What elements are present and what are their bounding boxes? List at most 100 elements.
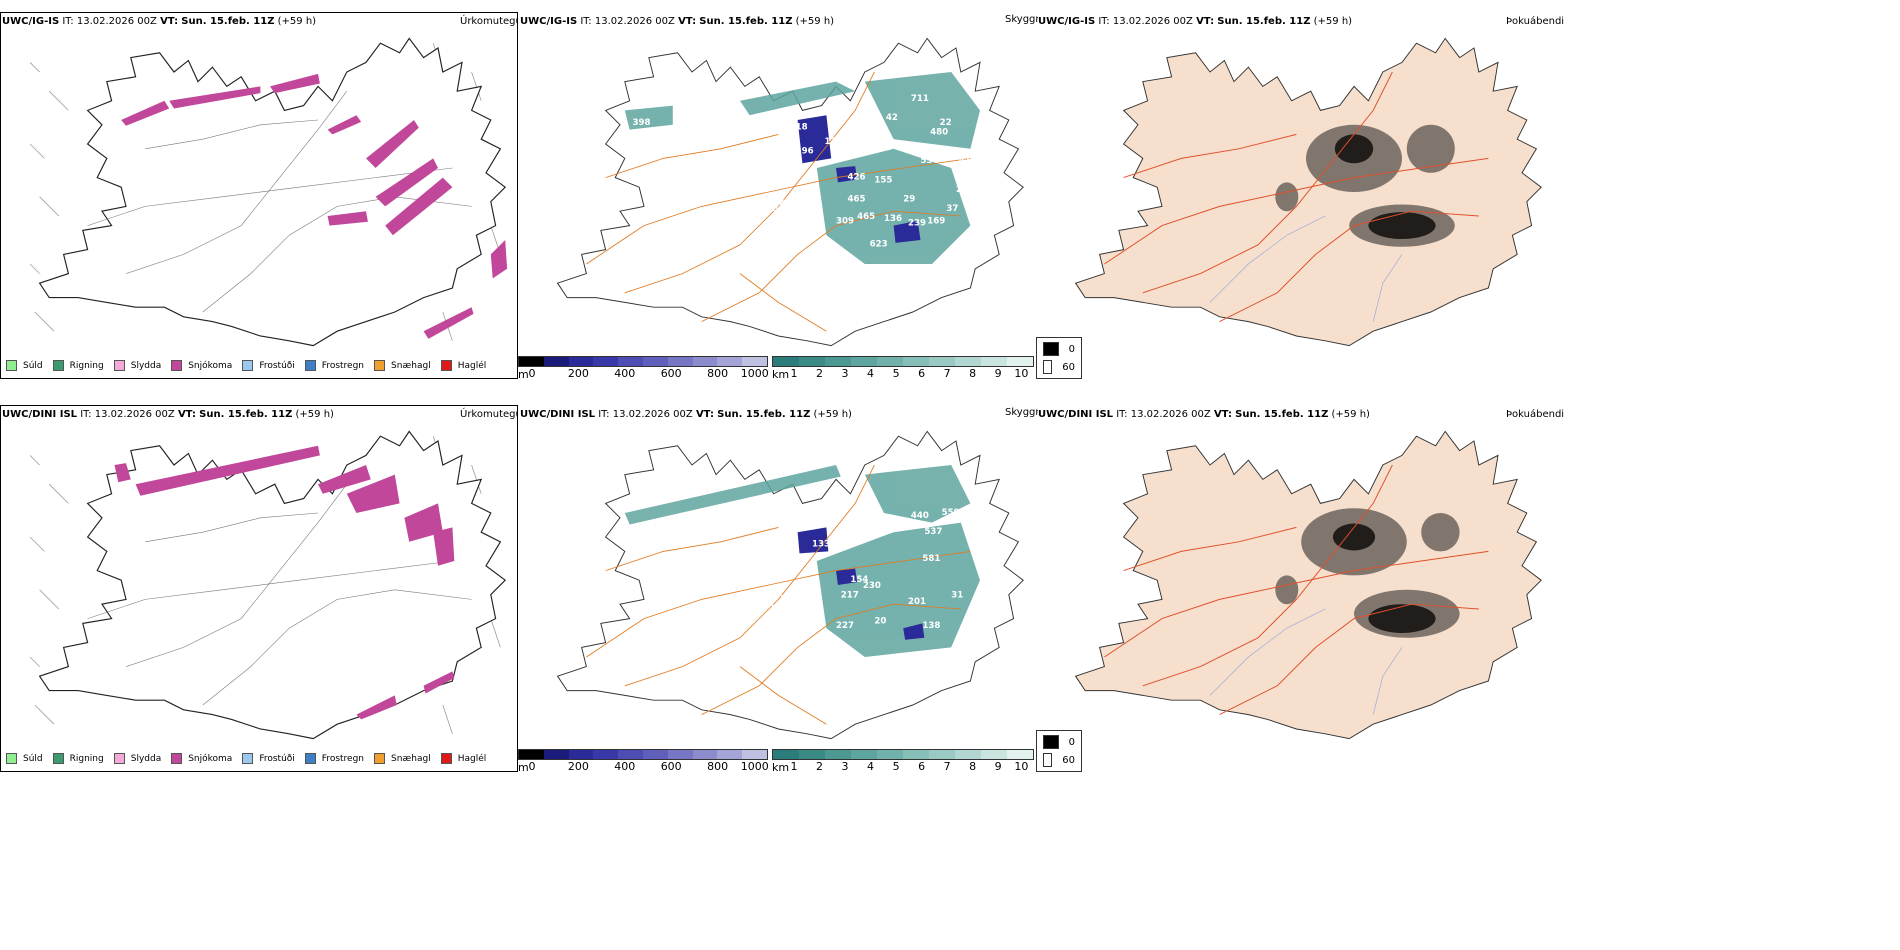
- panel-product-name: Skyggni: [1005, 14, 1038, 25]
- panel-title: UWC/IG-IS IT: 13.02.2026 00Z VT: Sun. 15…: [520, 16, 835, 27]
- panel-fog-dini: UWC/DINI ISL IT: 13.02.2026 00Z VT: Sun.…: [1036, 405, 1566, 772]
- legend-item-rigning: Rigning: [52, 753, 104, 764]
- tick-label: 400: [614, 760, 636, 772]
- colorbar-cell: [568, 750, 594, 759]
- fog-legend-swatch: [1043, 342, 1059, 356]
- colorbar-cell: [799, 750, 825, 759]
- legend-swatch: [113, 360, 125, 371]
- tick-label: 2: [816, 367, 824, 379]
- legend-item-frostregn: Frostregn: [304, 753, 364, 764]
- panel-product-name: Þokuábendi: [1506, 409, 1565, 420]
- legend-item-rigning: Rigning: [52, 360, 104, 371]
- tick-label: 8: [969, 760, 977, 772]
- panel-product-name: Skyggni: [1005, 407, 1038, 418]
- svg-text:238: 238: [767, 204, 785, 214]
- ceiling-ticks: 0 200 400 600 800 1000: [528, 760, 769, 772]
- colorbar-cell: [519, 750, 544, 759]
- tick-label: 10: [1014, 760, 1029, 772]
- panel-product-name: Úrkomutegund: [460, 16, 518, 27]
- panel-fog-igis: UWC/IG-IS IT: 13.02.2026 00Z VT: Sun. 15…: [1036, 12, 1566, 379]
- legend-swatch: [6, 360, 17, 371]
- tick-label: 8: [969, 367, 977, 379]
- svg-text:230: 230: [863, 581, 881, 591]
- colorbar-cell: [642, 357, 668, 366]
- panel-title: UWC/DINI ISL IT: 13.02.2026 00Z VT: Sun.…: [1038, 409, 1370, 420]
- legend-swatch: [6, 753, 17, 764]
- tick-label: 1000: [740, 367, 769, 379]
- svg-text:465: 465: [848, 195, 866, 205]
- tick-label: 2: [816, 760, 824, 772]
- panel-visibility-igis: UWC/IG-IS IT: 13.02.2026 00Z VT: Sun. 15…: [518, 12, 1038, 379]
- tick-label: 4: [867, 367, 875, 379]
- legend-swatch: [52, 360, 64, 371]
- colorbar-cell: [692, 357, 718, 366]
- svg-text:398: 398: [632, 118, 650, 128]
- svg-text:136: 136: [884, 214, 902, 224]
- tick-label: 7: [943, 760, 951, 772]
- legend-swatch: [440, 360, 452, 371]
- panel-precip-type-igis: UWC/IG-IS IT: 13.02.2026 00Z VT: Sun. 15…: [0, 12, 518, 379]
- colorbar-cell: [955, 357, 981, 366]
- svg-text:133: 133: [812, 540, 830, 550]
- fog-legend-swatch: [1043, 360, 1053, 374]
- visibility-unit: km: [772, 368, 790, 379]
- visibility-ticks: 1 2 3 4 5 6 7 8 9 10: [791, 760, 1029, 772]
- tick-label: 0: [528, 760, 536, 772]
- visibility-ticks: 1 2 3 4 5 6 7 8 9 10: [790, 367, 1029, 379]
- legend-swatch: [304, 360, 316, 371]
- svg-text:119: 119: [824, 137, 842, 147]
- fog-legend-row: 60: [1043, 360, 1075, 374]
- tick-label: 9: [994, 367, 1002, 379]
- panel-title: UWC/DINI ISL IT: 13.02.2026 00Z VT: Sun.…: [2, 409, 334, 420]
- svg-text:196: 196: [796, 147, 814, 157]
- tick-label: 200: [567, 760, 589, 772]
- colorbar-cell: [667, 750, 693, 759]
- colorbar-cell: [877, 357, 903, 366]
- svg-text:426: 426: [848, 173, 866, 183]
- svg-text:534: 534: [920, 156, 938, 166]
- legend-swatch: [304, 753, 316, 764]
- tick-label: 3: [841, 367, 849, 379]
- panel-title: UWC/IG-IS IT: 13.02.2026 00Z VT: Sun. 15…: [2, 16, 317, 27]
- legend-swatch: [242, 360, 254, 371]
- colorbar-cell: [593, 750, 619, 759]
- colorbar-cell: [825, 357, 851, 366]
- svg-text:414: 414: [959, 156, 977, 166]
- svg-text:22: 22: [940, 118, 952, 128]
- colorbar-cell: [981, 357, 1007, 366]
- colorbar-cell: [717, 750, 743, 759]
- tick-label: 800: [707, 367, 729, 379]
- legend-swatch: [242, 753, 254, 764]
- svg-text:480: 480: [930, 127, 948, 137]
- tick-label: 600: [660, 760, 682, 772]
- colorbar-cell: [981, 750, 1007, 759]
- svg-text:31: 31: [951, 590, 963, 600]
- panel-precip-type-dini: UWC/DINI ISL IT: 13.02.2026 00Z VT: Sun.…: [0, 405, 518, 772]
- precip-type-legend: Súld Rigning Slydda Snjókoma Frostúði Fr…: [6, 360, 496, 371]
- visibility-colorbar: km 1 2 3 4 5 6 7 8 9 10: [772, 356, 1034, 379]
- tick-label: 200: [567, 367, 589, 379]
- visibility-colorbar-boxes: [772, 356, 1034, 367]
- svg-text:201: 201: [908, 597, 926, 607]
- svg-text:169: 169: [927, 217, 945, 227]
- ceiling-colorbar: m 0 200 400 600 800 1000: [518, 749, 769, 772]
- ceiling-colorbar: m 0 200 400 600 800 1000: [518, 356, 769, 379]
- tick-label: 10: [1014, 367, 1029, 379]
- ceiling-ticks: 0 200 400 600 800 1000: [529, 367, 769, 379]
- panel-frame: [0, 405, 518, 772]
- colorbar-cell: [642, 750, 668, 759]
- legend-item-snjokoma: Snjókoma: [171, 360, 232, 371]
- panel-title: UWC/DINI ISL IT: 13.02.2026 00Z VT: Sun.…: [520, 409, 852, 420]
- svg-text:18: 18: [796, 123, 808, 133]
- colorbar-cell: [903, 750, 929, 759]
- fog-legend: 0 60: [1036, 337, 1082, 379]
- svg-text:42: 42: [886, 113, 898, 123]
- tick-label: 1: [790, 367, 798, 379]
- map-visibility: 440 559 537 850 581 133 154 217 201 31 2…: [557, 430, 1024, 740]
- svg-text:20: 20: [874, 616, 886, 626]
- legend-swatch: [52, 753, 64, 764]
- svg-text:465: 465: [857, 212, 875, 222]
- svg-text:227: 227: [769, 604, 787, 614]
- colorbar-cell: [1007, 750, 1033, 759]
- svg-text:29: 29: [903, 195, 915, 205]
